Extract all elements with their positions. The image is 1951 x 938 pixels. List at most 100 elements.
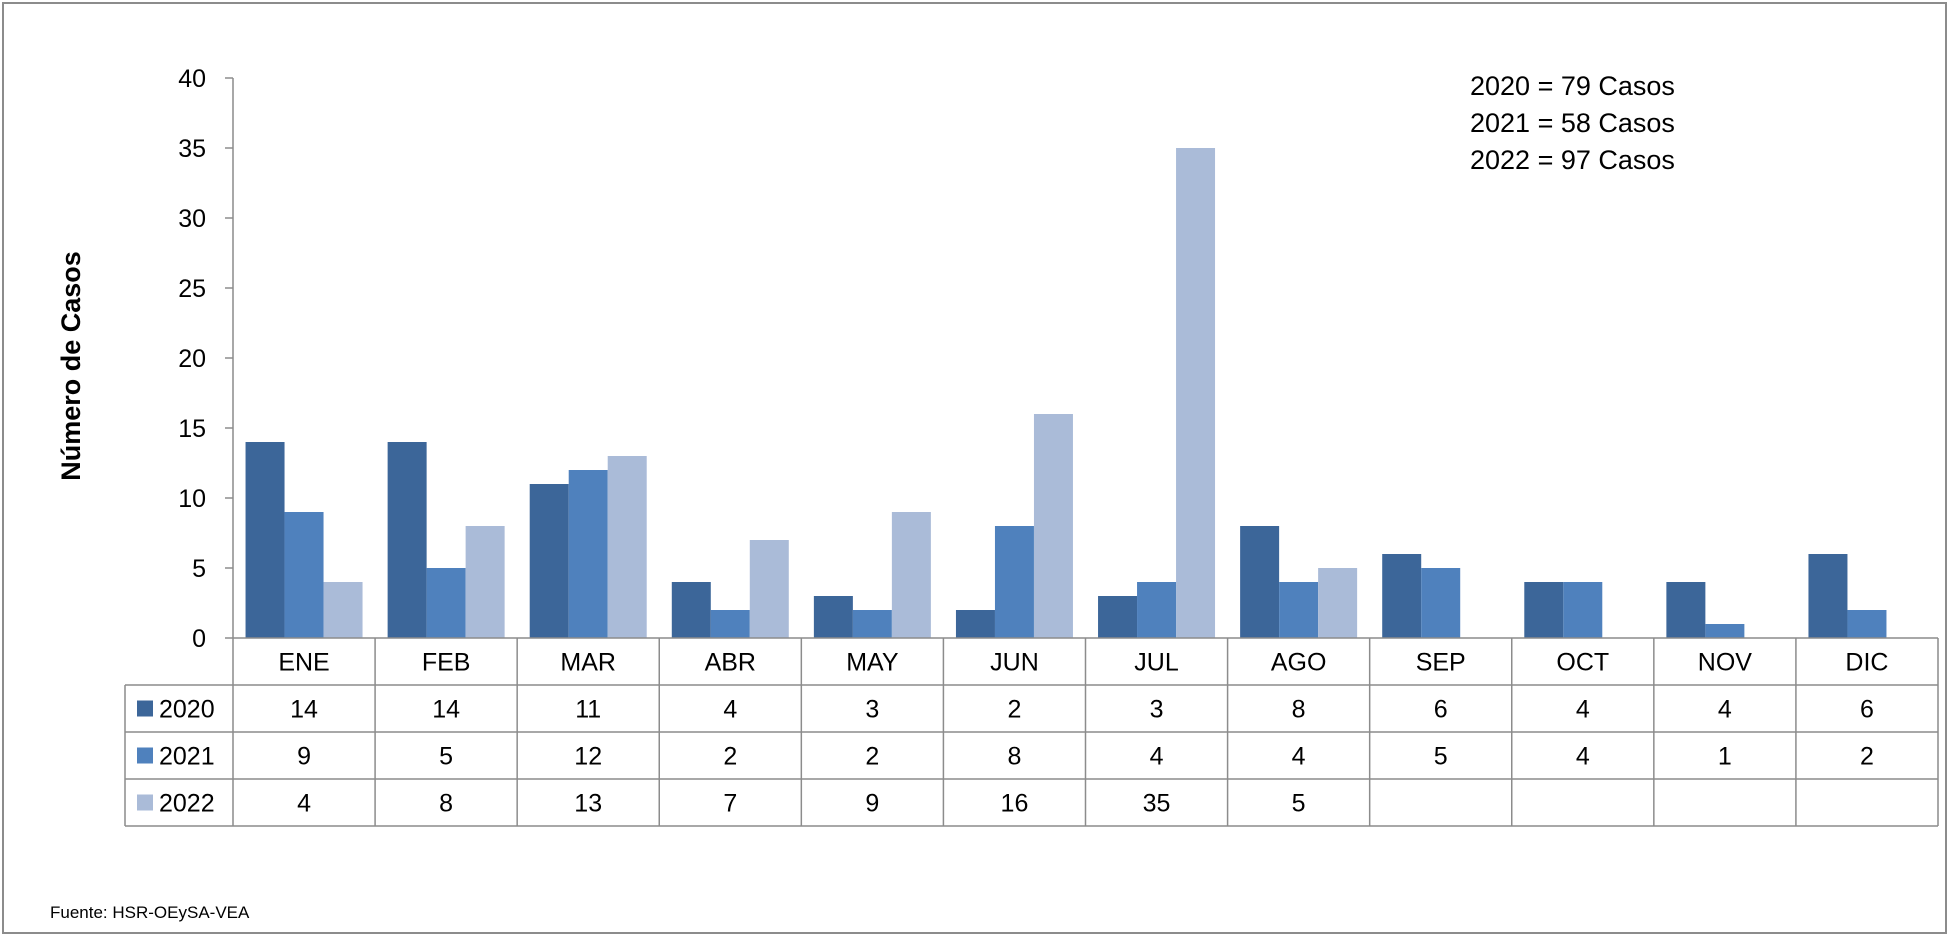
y-tick-label: 25 [178, 275, 206, 303]
bars [245, 148, 1887, 638]
total-annotation-line: 2021 = 58 Casos [1470, 108, 1675, 138]
table-cell-value: 7 [723, 790, 737, 818]
table-cell-value: 4 [297, 790, 311, 818]
table-cell-value: 4 [1718, 696, 1732, 724]
bar-2020-dic [1808, 554, 1848, 638]
table-cell-value: 4 [1150, 743, 1164, 771]
bar-2020-sep [1382, 554, 1422, 638]
table-cell-value: 6 [1860, 696, 1874, 724]
table-cell-value: 4 [1576, 696, 1590, 724]
x-tick-label: JUL [1134, 649, 1179, 677]
table-cell-value: 4 [1576, 743, 1590, 771]
table-cell-value: 2 [1860, 743, 1874, 771]
legend-label-2020: 2020 [159, 696, 215, 724]
bar-2021-feb [426, 568, 466, 638]
x-tick-label: SEP [1416, 649, 1466, 677]
table-cell-value: 5 [439, 743, 453, 771]
legend-swatch-2022 [137, 794, 153, 811]
bar-2021-ene [284, 512, 324, 638]
y-tick-label: 40 [178, 65, 206, 93]
source-note: Fuente: HSR-OEySA-VEA [50, 903, 250, 922]
table-cell-value: 11 [575, 696, 601, 724]
x-tick-label: ENE [278, 649, 329, 677]
bar-2021-abr [710, 610, 750, 638]
table-cell-value: 8 [1008, 743, 1022, 771]
total-annotation-line: 2022 = 97 Casos [1470, 145, 1675, 175]
bar-2021-may [852, 610, 892, 638]
bar-2022-jun [1033, 414, 1073, 638]
bar-2022-jul [1176, 148, 1216, 638]
table-cell-value: 5 [1292, 790, 1306, 818]
table-cell-value: 13 [574, 790, 602, 818]
bar-2021-jun [994, 526, 1034, 638]
bar-2020-mar [529, 484, 569, 638]
table-cell-value: 2 [1008, 696, 1022, 724]
x-tick-label: OCT [1556, 649, 1609, 677]
legend-swatch-2021 [137, 747, 153, 764]
data-table: ENE FEB MAR ABR MAY JUN JUL AGO SEP OCT NOV DIC 2020… [124, 638, 1939, 827]
bar-2021-dic [1847, 610, 1887, 638]
y-tick-label: 0 [192, 625, 206, 653]
legend-label-2022: 2022 [159, 790, 215, 818]
y-tick-label: 20 [178, 345, 206, 373]
table-cell-value: 6 [1434, 696, 1448, 724]
table-cell-value: 14 [432, 696, 460, 724]
x-tick-label: DIC [1845, 649, 1888, 677]
bar-2021-mar [568, 470, 608, 638]
table-cell-value: 5 [1434, 743, 1448, 771]
table-cell-value: 12 [574, 743, 602, 771]
totals-annotation: 2020 = 79 Casos 2021 = 58 Casos 2022 = 97 … [1470, 71, 1675, 175]
y-tick-label: 35 [178, 135, 206, 163]
x-tick-label: JUN [990, 649, 1039, 677]
bar-2022-may [891, 512, 931, 638]
bar-2021-sep [1421, 568, 1461, 638]
bar-2020-feb [387, 442, 427, 638]
bar-2021-oct [1563, 582, 1603, 638]
y-tick-label: 15 [178, 415, 206, 443]
y-tick-label: 5 [192, 555, 206, 583]
y-axis-ticks: 0 5 10 15 20 25 30 35 40 [178, 65, 233, 653]
y-tick-label: 10 [178, 485, 206, 513]
table-cell-value: 4 [723, 696, 737, 724]
x-tick-label: ABR [705, 649, 756, 677]
table-cell-value: 1 [1718, 743, 1732, 771]
table-cell-value: 9 [297, 743, 311, 771]
bar-2020-jul [1098, 596, 1138, 638]
table-cell-value: 8 [1292, 696, 1306, 724]
table-cell-value: 2 [723, 743, 737, 771]
x-tick-label: MAR [560, 649, 616, 677]
bar-2021-jul [1137, 582, 1177, 638]
x-tick-label: AGO [1271, 649, 1327, 677]
table-cell-value: 4 [1292, 743, 1306, 771]
bar-2020-oct [1524, 582, 1564, 638]
bar-2020-may [813, 596, 853, 638]
bar-2020-jun [955, 610, 995, 638]
legend-swatch-2020 [137, 700, 153, 717]
table-cell-value: 14 [290, 696, 318, 724]
y-tick-label: 30 [178, 205, 206, 233]
bar-2022-ago [1318, 568, 1358, 638]
bar-2022-abr [749, 540, 789, 638]
bar-2020-nov [1666, 582, 1706, 638]
table-cell-value: 16 [1001, 790, 1029, 818]
y-axis-label: Número de Casos [56, 251, 86, 481]
bar-2022-feb [465, 526, 505, 638]
bar-2021-ago [1279, 582, 1319, 638]
bar-2022-ene [323, 582, 363, 638]
table-cell-value: 35 [1143, 790, 1171, 818]
total-annotation-line: 2020 = 79 Casos [1470, 71, 1675, 101]
x-tick-label: FEB [422, 649, 471, 677]
table-cell-value: 3 [1150, 696, 1164, 724]
bar-2021-nov [1705, 624, 1745, 638]
bar-2022-mar [607, 456, 647, 638]
bar-2020-ago [1240, 526, 1280, 638]
legend-label-2021: 2021 [159, 743, 215, 771]
table-cell-value: 2 [865, 743, 879, 771]
table-cell-value: 8 [439, 790, 453, 818]
bar-2020-abr [671, 582, 711, 638]
bar-2020-ene [245, 442, 285, 638]
table-cell-value: 9 [865, 790, 879, 818]
x-tick-label: NOV [1698, 649, 1753, 677]
